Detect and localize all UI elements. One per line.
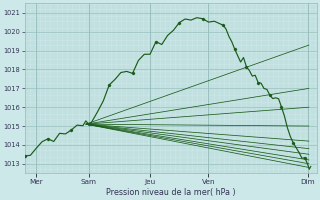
X-axis label: Pression niveau de la mer( hPa ): Pression niveau de la mer( hPa ) — [106, 188, 235, 197]
